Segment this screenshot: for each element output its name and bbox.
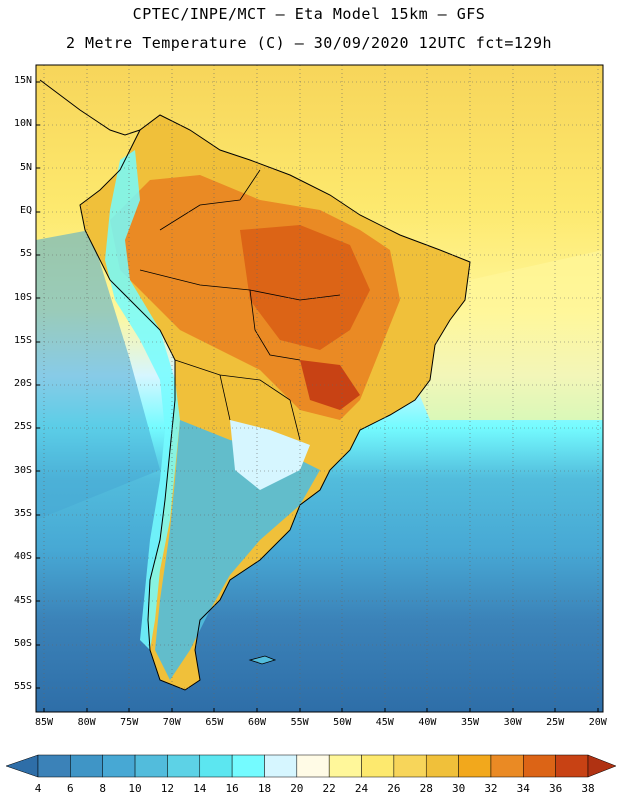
lat-tick-label: 30S <box>13 464 32 476</box>
lat-tick-label: 45S <box>13 594 32 606</box>
lat-tick-label: 5S <box>19 248 32 260</box>
pampa-light <box>230 420 310 490</box>
lon-tick-label: 25W <box>546 717 565 728</box>
lat-tick-label: 15N <box>13 75 32 86</box>
chart-title-line1: CPTEC/INPE/MCT – Eta Model 15km – GFS <box>132 5 486 23</box>
lat-tick-label: 15S <box>13 334 32 346</box>
colorbar-swatch <box>102 754 136 778</box>
colorbar-arrow-high <box>587 754 617 778</box>
colorbar-swatch <box>70 754 103 778</box>
lat-tick-label: 5N <box>19 161 32 173</box>
colorbar-label: 8 <box>99 782 107 795</box>
lon-tick-label: 70W <box>162 717 181 728</box>
colorbar-label: 12 <box>160 782 175 795</box>
colorbar-label: 16 <box>225 782 239 795</box>
coastline <box>79 114 471 691</box>
lon-tick-label: 60W <box>247 717 267 728</box>
lat-tick-label: 40S <box>13 551 32 563</box>
lon-tick-label: 40W <box>418 717 437 728</box>
colorbar-swatch <box>458 754 492 778</box>
graticule <box>36 65 603 712</box>
colorbar-swatch <box>296 754 330 778</box>
colorbar-swatch <box>134 754 168 778</box>
lat-tick-label: 50S <box>13 637 32 649</box>
lon-tick-label: 20W <box>588 717 607 728</box>
colorbar-label: 14 <box>193 782 207 795</box>
lon-tick-label: 50W <box>333 717 352 728</box>
lat-tick-label: EQ <box>19 204 32 216</box>
lat-tick-label: 35S <box>13 508 32 519</box>
country-borders <box>139 169 341 441</box>
lat-tick-label: 10S <box>13 291 32 303</box>
colorbar-swatch <box>231 754 265 778</box>
colorbar-swatch <box>490 754 524 778</box>
colorbar-swatch <box>361 754 395 778</box>
colorbar-swatch <box>393 754 427 778</box>
colorbar-swatch <box>199 754 233 778</box>
lon-tick-label: 45W <box>375 717 394 728</box>
colorbar-label: 18 <box>257 782 272 795</box>
lon-tick-label: 85W <box>34 717 54 728</box>
colorbar-swatch <box>523 754 556 778</box>
map-frame <box>35 64 604 713</box>
colorbar-label: 34 <box>516 782 530 795</box>
andes-cool-strip <box>105 150 180 650</box>
colorbar-label: 36 <box>549 782 563 795</box>
colorbar-label: 26 <box>387 782 401 795</box>
colorbar-swatch <box>37 754 71 778</box>
lon-tick-label: 75W <box>120 717 139 728</box>
colorbar-swatch <box>167 754 201 778</box>
southern-cone-cool <box>155 420 320 680</box>
colorbar-label: 32 <box>484 782 498 795</box>
central-america <box>39 79 141 136</box>
colorbar-label: 24 <box>354 782 369 795</box>
colorbar-label: 20 <box>290 782 304 795</box>
lat-tick-label: 10N <box>13 118 32 130</box>
lat-tick-label: 25S <box>13 421 32 433</box>
colorbar-label: 10 <box>128 782 142 795</box>
pacific-cool-tongue <box>36 230 160 520</box>
axis-ticks <box>36 81 599 712</box>
falkland-islands <box>248 655 277 665</box>
lon-tick-label: 35W <box>460 717 480 728</box>
chart-title-line2: 2 Metre Temperature (C) – 30/09/2020 12U… <box>65 34 553 52</box>
colorbar-label: 22 <box>322 782 336 795</box>
colorbar-label: 4 <box>34 782 42 795</box>
colorbar-label: 28 <box>419 782 433 795</box>
lon-tick-label: 80W <box>77 717 96 728</box>
lon-tick-label: 30W <box>503 717 522 728</box>
hot-core-east <box>300 360 360 410</box>
colorbar-label: 30 <box>451 782 466 795</box>
colorbar-arrow-low <box>5 754 39 778</box>
colorbar-label: 6 <box>67 782 74 795</box>
lon-tick-label: 55W <box>290 717 309 728</box>
colorbar-swatch <box>264 754 298 778</box>
lat-tick-label: 20S <box>13 378 32 390</box>
lat-tick-label: 55S <box>13 681 32 693</box>
colorbar-swatch <box>425 754 459 778</box>
colorbar-label: 38 <box>581 782 595 795</box>
hottest-core <box>240 225 370 350</box>
colorbar-swatch <box>328 754 362 778</box>
lon-tick-label: 65W <box>205 717 224 728</box>
colorbar <box>5 754 617 778</box>
colorbar-swatch <box>555 754 589 778</box>
